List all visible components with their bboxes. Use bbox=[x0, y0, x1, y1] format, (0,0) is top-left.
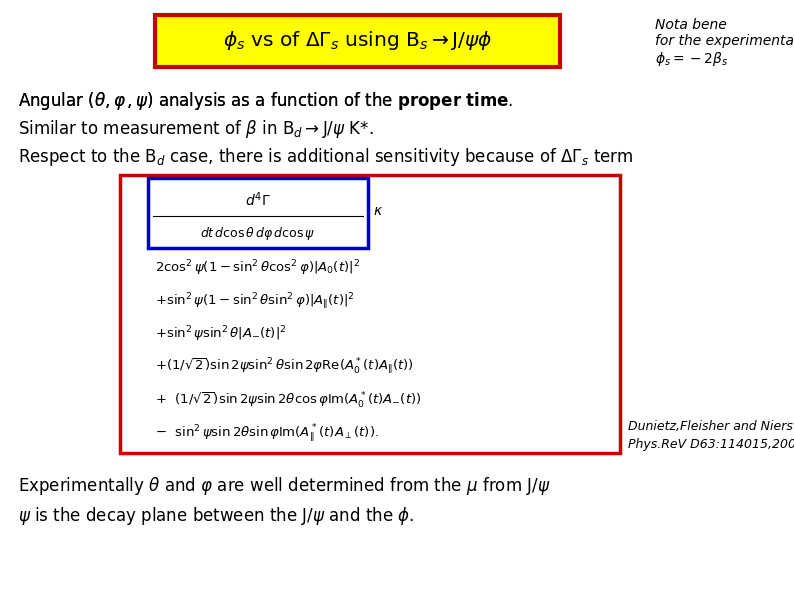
Text: $dt\,d\cos\theta\,d\varphi\,d\cos\psi$: $dt\,d\cos\theta\,d\varphi\,d\cos\psi$ bbox=[200, 224, 315, 242]
Bar bbox=[155, 15, 560, 67]
Text: $+\sin^2\psi(1-\sin^2\theta\sin^2\varphi)|A_{\|}(t)|^2$: $+\sin^2\psi(1-\sin^2\theta\sin^2\varphi… bbox=[155, 291, 355, 312]
Text: for the experimental result: for the experimental result bbox=[655, 34, 794, 48]
Text: Phys.ReV D63:114015,2001: Phys.ReV D63:114015,2001 bbox=[628, 438, 794, 451]
Bar bbox=[148, 178, 368, 248]
Text: $\phi_s$ vs of $\Delta\Gamma_s$ using $\mathrm{B}_s\rightarrow\mathrm{J}/\psi\ph: $\phi_s$ vs of $\Delta\Gamma_s$ using $\… bbox=[222, 30, 492, 52]
Text: Experimentally $\theta$ and $\varphi$ are well determined from the $\mu$ from J/: Experimentally $\theta$ and $\varphi$ ar… bbox=[18, 475, 550, 497]
Text: Dunietz,Fleisher and Nierste: Dunietz,Fleisher and Nierste bbox=[628, 420, 794, 433]
Text: $\psi$ is the decay plane between the J/$\psi$ and the $\phi$.: $\psi$ is the decay plane between the J/… bbox=[18, 505, 414, 527]
Text: Respect to the $\mathrm{B}_d$ case, there is additional sensitivity because of $: Respect to the $\mathrm{B}_d$ case, ther… bbox=[18, 146, 634, 168]
Text: $+\sin^2\psi\sin^2\theta|A_{-}(t)|^2$: $+\sin^2\psi\sin^2\theta|A_{-}(t)|^2$ bbox=[155, 324, 287, 343]
Text: Similar to measurement of $\beta$ in $\mathrm{B}_d\rightarrow\mathrm{J}/\psi$ K*: Similar to measurement of $\beta$ in $\m… bbox=[18, 118, 373, 140]
Text: Nota bene: Nota bene bbox=[655, 18, 727, 32]
Text: $+\ \ (1/\sqrt{2})\sin 2\psi\sin 2\theta\cos\varphi\mathrm{Im}(A_0^*(t)A_{-}(t)): $+\ \ (1/\sqrt{2})\sin 2\psi\sin 2\theta… bbox=[155, 390, 422, 409]
Text: $-\ \ \sin^2\psi\sin 2\theta\sin\varphi\mathrm{Im}(A_{\|}^*(t)A_{\perp}(t)).$: $-\ \ \sin^2\psi\sin 2\theta\sin\varphi\… bbox=[155, 423, 379, 445]
Text: $\kappa$: $\kappa$ bbox=[373, 204, 384, 218]
Text: Angular $(\theta,\varphi\,,\psi)$ analysis as a function of the: Angular $(\theta,\varphi\,,\psi)$ analys… bbox=[18, 90, 394, 112]
Text: $+(1/\sqrt{2})\sin 2\psi\sin^2\theta\sin 2\varphi\mathrm{Re}(A_0^*(t)A_{\|}(t))$: $+(1/\sqrt{2})\sin 2\psi\sin^2\theta\sin… bbox=[155, 357, 414, 377]
Text: $2\cos^2\psi(1-\sin^2\theta\cos^2\varphi)|A_0(t)|^2$: $2\cos^2\psi(1-\sin^2\theta\cos^2\varphi… bbox=[155, 258, 360, 278]
Text: $\phi_s = -2\beta_s$: $\phi_s = -2\beta_s$ bbox=[655, 50, 728, 68]
Bar bbox=[120, 175, 620, 453]
Text: Angular $(\theta,\varphi\,,\psi)$ analysis as a function of the $\mathbf{proper\: Angular $(\theta,\varphi\,,\psi)$ analys… bbox=[18, 90, 514, 112]
Text: $d^4\Gamma$: $d^4\Gamma$ bbox=[245, 191, 271, 209]
